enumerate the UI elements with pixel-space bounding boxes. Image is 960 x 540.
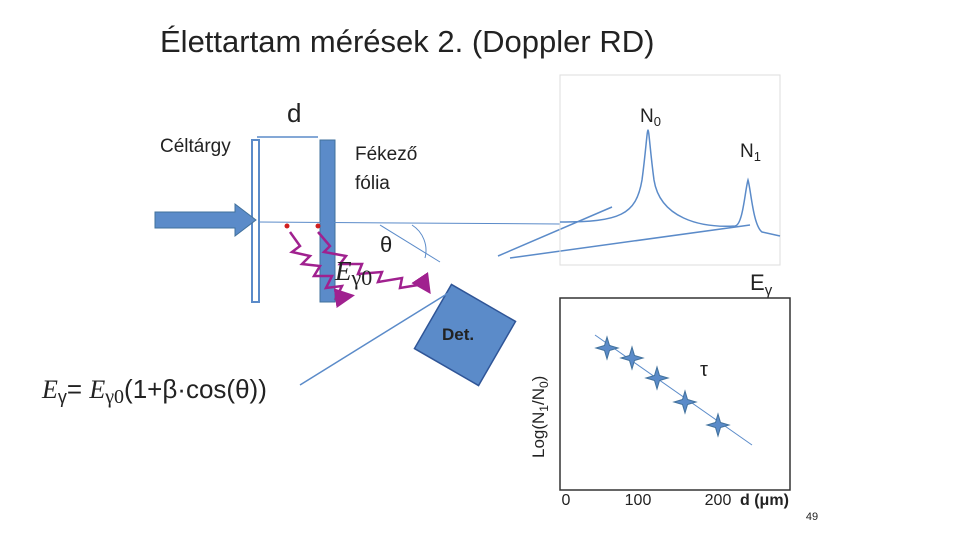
detector: [413, 283, 517, 387]
x-tick-label: 100: [625, 492, 652, 509]
fit-line: [594, 334, 753, 446]
d-label: d: [287, 98, 301, 128]
x-tick-label: 0: [562, 492, 571, 509]
connector: [497, 206, 613, 257]
beam-axis: [257, 221, 561, 225]
spectrum: [559, 129, 781, 237]
e-gamma0: Eγ0: [334, 256, 372, 290]
foil-label: fólia: [355, 173, 390, 194]
gamma-ray: [317, 231, 431, 295]
stopper-foil: [319, 139, 336, 303]
detector-label: Det.: [442, 325, 474, 344]
nucleus: [284, 223, 290, 229]
page-number: 49: [806, 511, 818, 523]
gamma-ray: [288, 231, 355, 309]
n1-label: N1: [740, 141, 761, 164]
y-axis-label: Log(N1/N0): [529, 376, 551, 458]
connector: [299, 291, 451, 386]
nucleus: [315, 223, 321, 229]
foil-label: Fékező: [355, 144, 417, 165]
target-label: Céltárgy: [160, 136, 231, 157]
angle-arc: [411, 224, 427, 259]
angle-line: [379, 224, 441, 263]
title: Élettartam mérések 2. (Doppler RD): [160, 24, 654, 59]
x-axis-label: d (μm): [740, 492, 789, 509]
n0-label: N0: [640, 106, 661, 129]
points: [595, 336, 730, 437]
plot-frame: [559, 297, 791, 491]
theta: θ: [380, 232, 392, 257]
spectrum-frame: [559, 74, 781, 266]
beam-arrow: [154, 202, 257, 238]
tau: τ: [700, 359, 708, 381]
e-gamma: Eγ: [750, 270, 773, 299]
formula: Eγ= Eγ0(1+β·cos(θ)): [41, 374, 267, 408]
x-tick-label: 200: [705, 492, 732, 509]
connector: [509, 224, 751, 259]
